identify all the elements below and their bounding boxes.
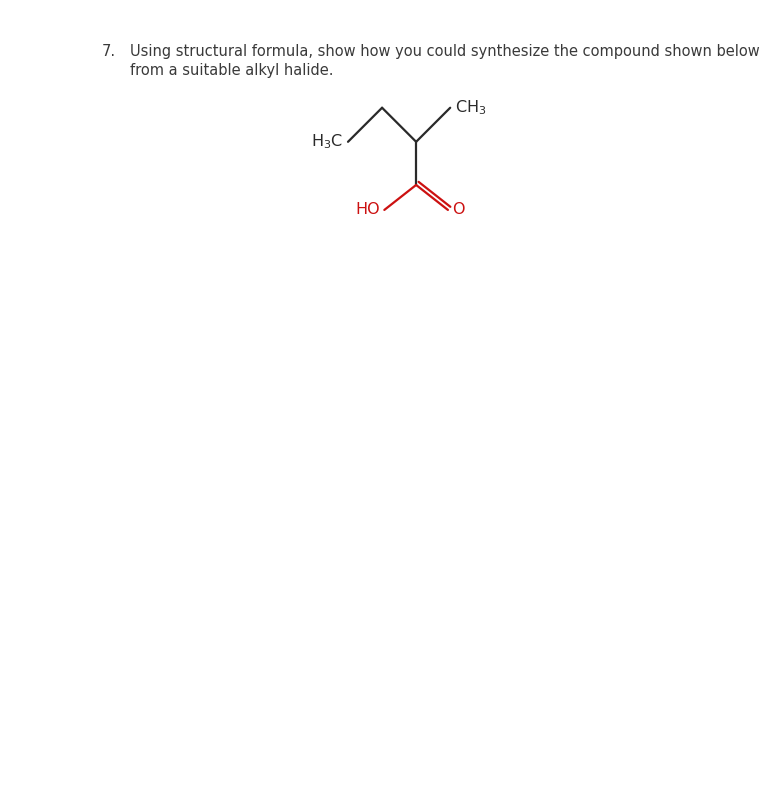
Text: 7.: 7.	[102, 44, 116, 59]
Text: O: O	[453, 202, 465, 218]
Text: HO: HO	[355, 202, 380, 218]
Text: $\mathregular{CH_3}$: $\mathregular{CH_3}$	[455, 98, 487, 117]
Text: from a suitable alkyl halide.: from a suitable alkyl halide.	[130, 62, 333, 78]
Text: Using structural formula, show how you could synthesize the compound shown below: Using structural formula, show how you c…	[130, 44, 759, 59]
Text: $\mathregular{H_3C}$: $\mathregular{H_3C}$	[311, 133, 343, 151]
